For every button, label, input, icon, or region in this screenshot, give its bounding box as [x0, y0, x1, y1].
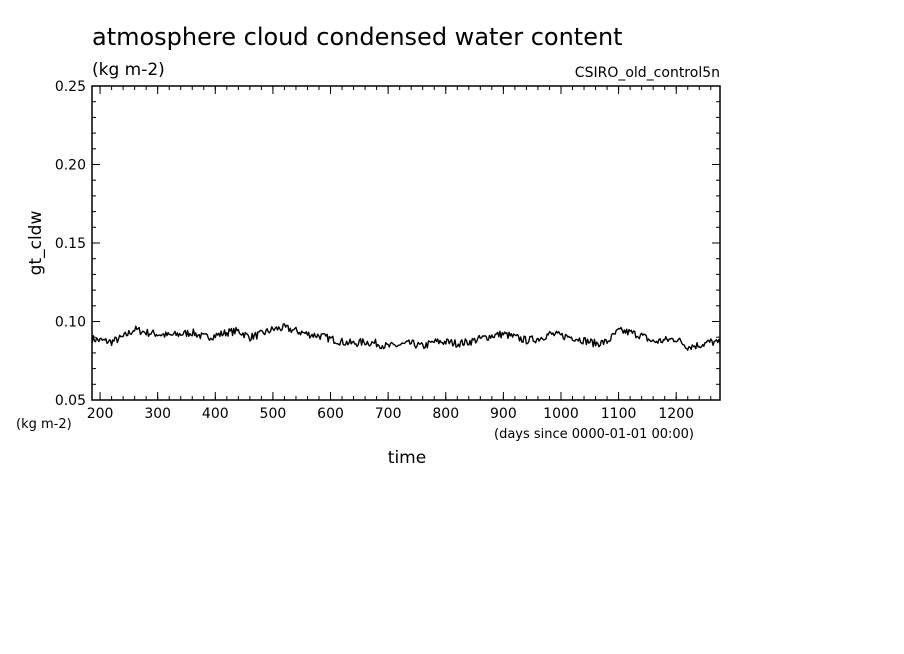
- x-tick-label: 200: [87, 406, 114, 422]
- title-units: (kg m-2): [92, 60, 165, 80]
- y-tick-label: 0.10: [55, 315, 86, 331]
- run-label: CSIRO_old_control5n: [575, 65, 720, 81]
- x-tick-label: 1200: [658, 406, 694, 422]
- x-tick-labels: 200 300 400 500 600 700 800 900 1000 1100 1200: [87, 406, 694, 422]
- x-tick-label: 800: [432, 406, 459, 422]
- x-tick-label: 900: [490, 406, 517, 422]
- x-tick-label: 700: [375, 406, 402, 422]
- x-tick-label: 300: [144, 406, 171, 422]
- x-tick-label: 500: [260, 406, 287, 422]
- x-axis-label: time: [388, 448, 426, 468]
- plot-area: [91, 85, 721, 401]
- y-tick-label: 0.05: [55, 393, 86, 409]
- y-axis-label: gt_cldw: [26, 211, 46, 276]
- chart-title: atmosphere cloud condensed water content: [92, 23, 623, 51]
- x-axis-units: (days since 0000-01-01 00:00): [494, 427, 694, 442]
- x-tick-label: 1100: [601, 406, 637, 422]
- y-tick-labels: 0.05 0.10 0.15 0.20 0.25: [55, 79, 86, 409]
- y-axis-units: (kg m-2): [16, 417, 72, 432]
- x-tick-label: 400: [202, 406, 229, 422]
- y-tick-label: 0.20: [55, 158, 86, 174]
- y-tick-label: 0.25: [55, 79, 86, 95]
- y-tick-label: 0.15: [55, 236, 86, 252]
- series-group: [91, 323, 721, 351]
- x-tick-label: 1000: [543, 406, 579, 422]
- axis-ticks: [92, 85, 720, 401]
- series-line: [91, 323, 721, 351]
- x-tick-label: 600: [317, 406, 344, 422]
